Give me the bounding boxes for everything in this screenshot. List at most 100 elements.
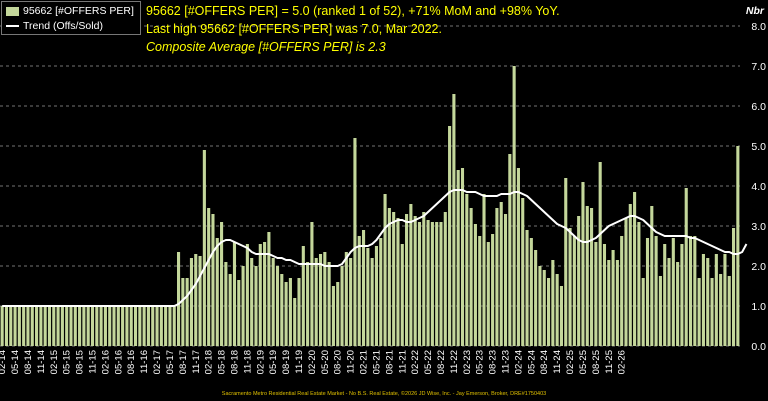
bar [103, 306, 107, 346]
bar [116, 306, 120, 346]
bar [456, 170, 460, 346]
bar [125, 306, 129, 346]
bar [99, 306, 103, 346]
x-tick-label: 05-25 [578, 350, 589, 374]
bar [645, 238, 650, 346]
x-tick-label: 11-21 [397, 350, 408, 374]
bar [521, 198, 525, 346]
bar [542, 270, 546, 346]
x-tick-label: 02-19 [255, 350, 266, 374]
bar [439, 222, 443, 346]
bar [301, 246, 305, 346]
legend-line-label: Trend (Offs/Sold) [23, 20, 103, 32]
bar [310, 222, 314, 346]
bar [43, 306, 47, 346]
bar [555, 274, 559, 346]
x-tick-label: 11-23 [501, 350, 512, 374]
bar [13, 306, 17, 346]
bar [387, 208, 391, 346]
x-tick-label: 05-18 [217, 350, 228, 374]
bar [121, 306, 125, 346]
bar [138, 306, 142, 346]
x-tick-label: 11-24 [552, 350, 563, 374]
bar [615, 260, 619, 346]
bar [4, 306, 9, 346]
bar [86, 306, 90, 346]
legend-bar-swatch [6, 6, 19, 16]
bar [460, 168, 465, 346]
bar [370, 258, 374, 346]
legend: 95662 [#OFFERS PER] Trend (Offs/Sold) [1, 1, 141, 35]
bar [499, 202, 503, 346]
y-tick-label: 3.0 [751, 221, 766, 233]
bar [69, 306, 73, 346]
bar [572, 236, 576, 346]
bar [207, 208, 211, 346]
bar [211, 214, 215, 346]
bar [568, 228, 572, 346]
y-tick-label: 4.0 [751, 181, 766, 193]
bar [637, 222, 641, 346]
bar [185, 278, 189, 346]
bar [344, 252, 348, 346]
bar [155, 306, 159, 346]
x-tick-label: 11-20 [346, 350, 357, 374]
bar [30, 306, 34, 346]
x-tick-label: 08-14 [23, 350, 34, 374]
bar [667, 258, 671, 346]
x-tick-label: 05-20 [320, 350, 331, 374]
bar [671, 238, 675, 346]
bar [168, 306, 172, 346]
legend-line-swatch [6, 25, 19, 28]
trend-line [2, 189, 748, 307]
bar [602, 244, 607, 346]
bar [60, 306, 64, 346]
x-tick-label: 08-16 [126, 350, 137, 374]
bar [663, 244, 667, 346]
bar [142, 306, 146, 346]
bar [314, 258, 318, 346]
bar [551, 260, 555, 346]
x-tick-label: 02-25 [565, 350, 576, 374]
bar [392, 212, 396, 346]
bar [473, 224, 477, 346]
bar [594, 242, 598, 346]
bar [151, 306, 155, 346]
y-tick-label: 0.0 [751, 341, 766, 353]
bar [271, 258, 275, 346]
bar [512, 66, 516, 346]
x-tick-label: 05-24 [526, 350, 537, 374]
bar [435, 222, 439, 346]
y-tick-label: 5.0 [751, 141, 766, 153]
annotation-last-high: Last high 95662 [#OFFERS PER] was 7.0, M… [146, 22, 442, 36]
bar [714, 254, 718, 346]
bar [280, 274, 284, 346]
bar [422, 212, 426, 346]
bar [628, 204, 632, 346]
bar [275, 266, 280, 346]
bar [396, 218, 400, 346]
x-tick-label: 08-15 [75, 350, 86, 374]
bar [215, 238, 219, 346]
x-tick-label: 11-16 [139, 350, 150, 374]
bar [413, 216, 417, 346]
bar [577, 216, 581, 346]
bar [641, 278, 645, 346]
bar [318, 254, 323, 346]
x-tick-label: 02-21 [359, 350, 370, 374]
x-tick-label: 02-20 [307, 350, 318, 374]
x-tick-label: 02-15 [49, 350, 60, 374]
x-tick-label: 08-19 [281, 350, 292, 374]
bar [250, 258, 254, 346]
bar [52, 306, 56, 346]
bar [590, 208, 594, 346]
bar [465, 194, 469, 346]
bar [39, 306, 43, 346]
bar [17, 306, 21, 346]
bar [224, 262, 228, 346]
x-tick-label: 08-25 [591, 350, 602, 374]
x-tick-label: 02-24 [513, 350, 524, 374]
bar [478, 236, 482, 346]
bar [676, 262, 680, 346]
x-tick-label: 08-23 [488, 350, 499, 374]
